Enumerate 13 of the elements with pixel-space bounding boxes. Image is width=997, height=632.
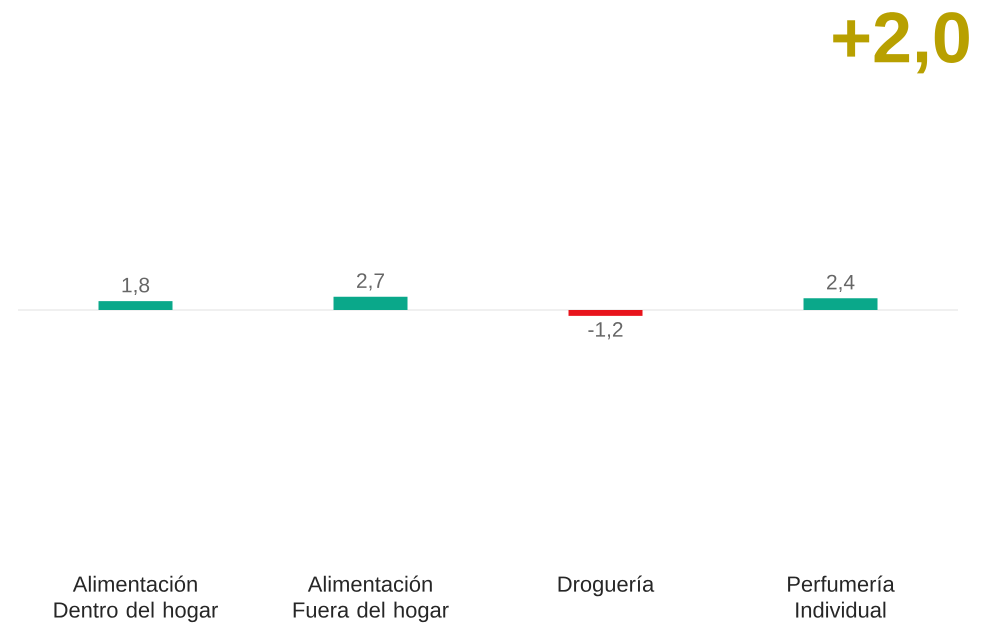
bar: [334, 296, 408, 310]
x-tick-label: Droguería: [558, 576, 654, 596]
x-tick-label: Alimentación Fuera del hogar: [294, 576, 449, 622]
bar: [98, 301, 173, 310]
x-tick-label: Alimentación Dentro del hogar: [54, 576, 218, 622]
x-tick-label: Perfumería Individual: [788, 576, 895, 618]
data-label: 2,7: [357, 273, 384, 291]
bar: [568, 310, 643, 316]
bar: [804, 298, 878, 310]
text: +2,0: [833, 12, 969, 74]
data-label: 1,8: [122, 278, 150, 295]
data-label: 2,4: [827, 274, 854, 292]
data-label: -1,2: [588, 322, 622, 340]
